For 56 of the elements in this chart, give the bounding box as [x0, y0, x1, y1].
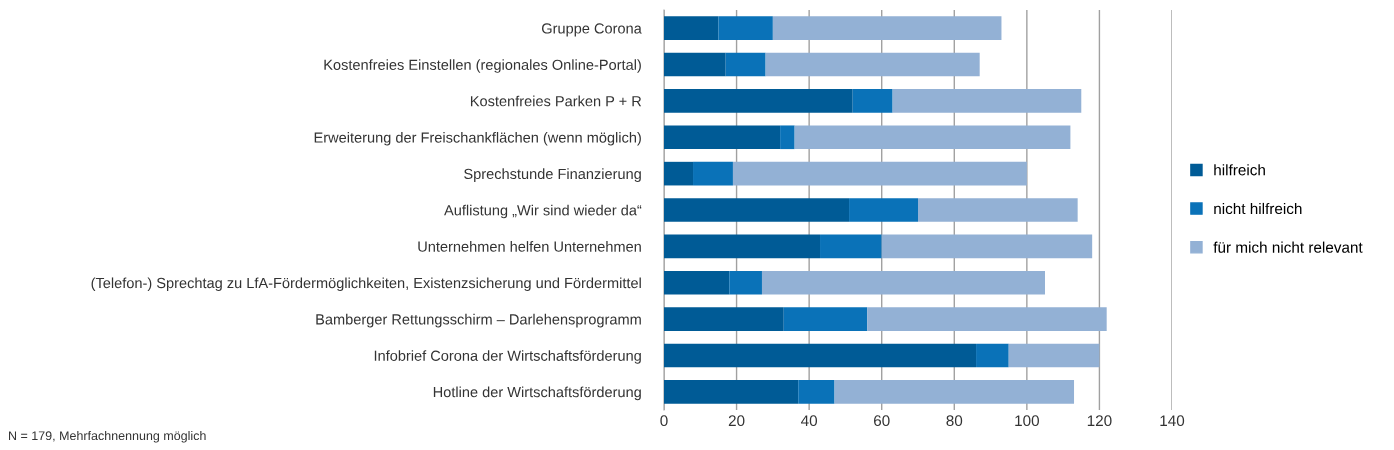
bar [729, 270, 762, 295]
x-tick-label: 140 [1160, 415, 1185, 427]
bar [772, 16, 1002, 40]
bar [892, 89, 1082, 113]
bar [664, 307, 784, 331]
bar [780, 125, 795, 150]
y-tick-label: Erweiterung der Freischankflächen (wenn möglich) [314, 131, 641, 146]
y-tick-label: Kostenfreies Einstellen (regionales Online-Portal) [324, 59, 641, 73]
bar [820, 234, 882, 259]
bar [761, 270, 1045, 295]
bar [693, 161, 733, 186]
text: N = 179, Mehrfachnennung möglich [9, 430, 206, 443]
x-tick-label: 20 [728, 415, 745, 427]
bar [664, 234, 821, 259]
bar [664, 380, 799, 404]
x-tick-label: 0 [660, 415, 668, 427]
bar [783, 307, 868, 331]
y-tick-label: Auflistung „Wir sind wieder da“ [444, 204, 642, 219]
bar [852, 89, 893, 113]
legend-label: nicht hilfreich [1214, 202, 1302, 215]
bar [664, 343, 977, 368]
bar [732, 161, 1027, 186]
bar [664, 125, 781, 150]
x-tick-label: 60 [873, 415, 890, 427]
bar [918, 198, 1078, 222]
bar [1008, 343, 1100, 368]
x-tick-label: 80 [946, 415, 963, 427]
y-tick-label: Hotline der Wirtschaftsförderung [433, 386, 641, 401]
bar [664, 161, 694, 186]
bar [664, 89, 853, 113]
bar [765, 52, 980, 77]
bar [794, 125, 1071, 150]
bar [881, 234, 1093, 259]
bar [849, 198, 918, 222]
x-tick-label: 40 [801, 415, 818, 427]
legend-label: für mich nicht relevant [1213, 241, 1363, 253]
bar [664, 270, 730, 295]
y-tick-label: Infobrief Corona der Wirtschaftsförderung [374, 350, 641, 364]
bar [867, 307, 1107, 331]
bar [976, 343, 1009, 368]
y-tick-label: Bamberger Rettungsschirm – Darlehensprogramm [316, 313, 641, 328]
bar [834, 380, 1075, 404]
y-tick-label: Unternehmen helfen Unternehmen [418, 241, 641, 252]
bar [664, 52, 726, 77]
bar [725, 52, 766, 77]
y-tick-label: Gruppe Corona [542, 23, 642, 37]
x-tick-label: 100 [1015, 415, 1040, 427]
y-tick-label: (Telefon-) Sprechtag zu LfA-Fördermöglichkeiten, Existenzsicherung und Fördermittel [91, 277, 641, 292]
y-tick-label: Sprechstunde Finanzierung [464, 168, 641, 182]
x-tick-label: 120 [1087, 415, 1112, 427]
legend-label: hilfreich [1214, 164, 1265, 176]
y-tick-label: Kostenfreies Parken P + R [470, 95, 642, 107]
bar [664, 198, 850, 222]
bar [798, 380, 835, 404]
bar [718, 16, 773, 40]
bar [664, 16, 719, 40]
